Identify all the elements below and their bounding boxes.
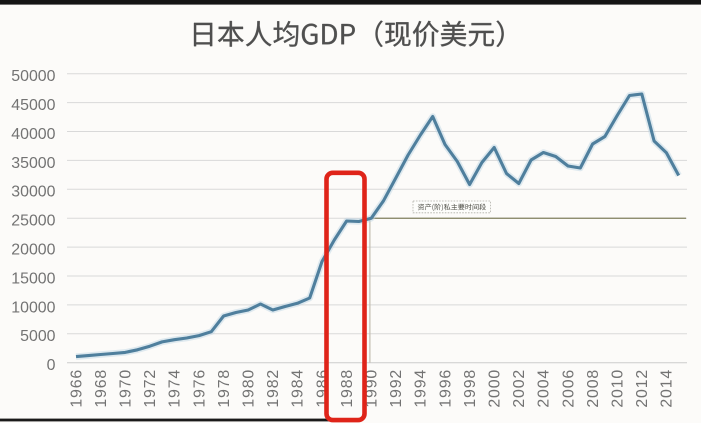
svg-text:1988: 1988 bbox=[339, 369, 356, 408]
svg-text:10000: 10000 bbox=[11, 299, 55, 316]
svg-text:45000: 45000 bbox=[11, 97, 55, 114]
svg-text:1974: 1974 bbox=[167, 369, 184, 408]
svg-text:1966: 1966 bbox=[68, 369, 85, 408]
svg-text:1968: 1968 bbox=[93, 369, 110, 408]
svg-text:30000: 30000 bbox=[11, 184, 55, 201]
svg-text:2014: 2014 bbox=[659, 369, 676, 408]
svg-text:25000: 25000 bbox=[11, 213, 55, 230]
svg-text:0: 0 bbox=[47, 357, 56, 374]
svg-text:2006: 2006 bbox=[560, 369, 577, 408]
svg-text:2002: 2002 bbox=[511, 369, 528, 408]
svg-text:1984: 1984 bbox=[290, 369, 307, 408]
svg-text:1990: 1990 bbox=[364, 369, 381, 408]
svg-text:1980: 1980 bbox=[241, 369, 258, 408]
svg-text:1978: 1978 bbox=[216, 369, 233, 408]
svg-text:20000: 20000 bbox=[11, 242, 55, 259]
svg-text:50000: 50000 bbox=[11, 68, 55, 85]
svg-text:1972: 1972 bbox=[142, 369, 159, 408]
svg-text:5000: 5000 bbox=[20, 328, 56, 345]
svg-text:2012: 2012 bbox=[634, 369, 651, 408]
svg-text:1998: 1998 bbox=[462, 369, 479, 408]
svg-text:35000: 35000 bbox=[11, 155, 55, 172]
svg-text:1996: 1996 bbox=[437, 369, 454, 408]
svg-text:40000: 40000 bbox=[11, 126, 55, 143]
svg-text:1970: 1970 bbox=[118, 369, 135, 408]
svg-text:2000: 2000 bbox=[487, 369, 504, 408]
svg-text:1992: 1992 bbox=[388, 369, 405, 408]
svg-text:1976: 1976 bbox=[191, 369, 208, 408]
svg-text:2004: 2004 bbox=[536, 369, 553, 408]
svg-text:2008: 2008 bbox=[585, 369, 602, 408]
svg-text:1994: 1994 bbox=[413, 369, 430, 408]
svg-text:2010: 2010 bbox=[610, 369, 627, 408]
svg-text:15000: 15000 bbox=[11, 270, 55, 287]
svg-text:1982: 1982 bbox=[265, 369, 282, 408]
